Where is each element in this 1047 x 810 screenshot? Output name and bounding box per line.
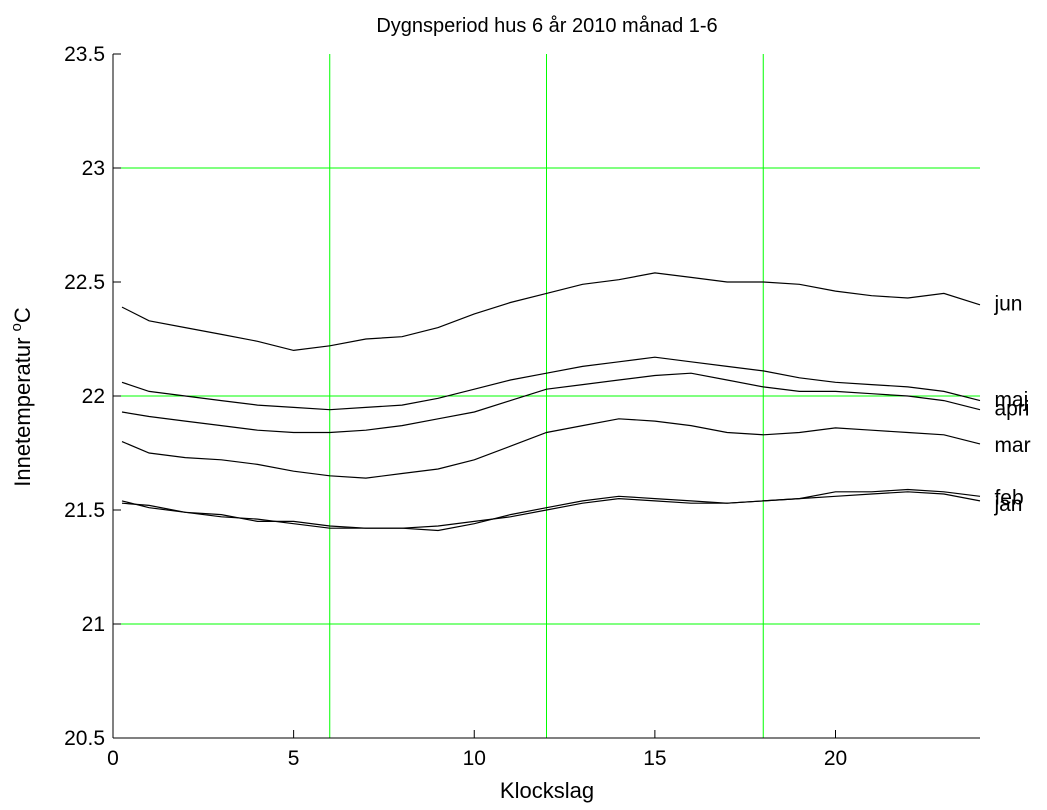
- y-tick-label: 23.5: [64, 43, 105, 66]
- y-axis-title: Innetemperatur oC: [8, 307, 35, 487]
- chart-title: Dygnsperiod hus 6 år 2010 månad 1-6: [376, 15, 717, 37]
- series-label-feb: feb: [994, 486, 1023, 509]
- series-line-apr: [121, 372, 981, 434]
- series-line-mar: [121, 418, 981, 479]
- series-line-feb: [121, 488, 981, 532]
- y-tick-label: 22: [82, 385, 105, 408]
- ticks: 0 5 10 15 20 20.5 21 21.5 22 22.5 23 23.5: [64, 43, 847, 770]
- x-tick-label: 20: [824, 747, 847, 770]
- series-label-maj: maj: [994, 388, 1028, 411]
- grid-lines: [113, 54, 980, 738]
- y-axis-title-unit: C: [10, 307, 35, 323]
- y-tick-label: 23: [82, 157, 105, 180]
- x-tick-label: 15: [643, 747, 666, 770]
- y-tick-label: 22.5: [64, 271, 105, 294]
- y-tick-label: 20.5: [64, 727, 105, 750]
- y-axis-title-main: Innetemperatur: [10, 331, 35, 486]
- x-axis-title: Klockslag: [500, 778, 594, 803]
- series-line-jan: [121, 491, 981, 529]
- series-lines: [121, 272, 981, 532]
- x-tick-label: 5: [288, 747, 300, 770]
- y-tick-label: 21.5: [64, 499, 105, 522]
- series-label-jun: jun: [993, 293, 1022, 316]
- series-label-mar: mar: [994, 434, 1030, 457]
- y-tick-label: 21: [82, 613, 105, 636]
- series-line-maj: [121, 356, 981, 411]
- series-label-apri: apri: [994, 397, 1029, 420]
- x-tick-label: 0: [107, 747, 119, 770]
- series-label-jan: jan: [993, 493, 1022, 516]
- series-line-jun: [121, 272, 981, 352]
- y-axis-title-superscript: o: [8, 323, 25, 331]
- x-tick-label: 10: [463, 747, 486, 770]
